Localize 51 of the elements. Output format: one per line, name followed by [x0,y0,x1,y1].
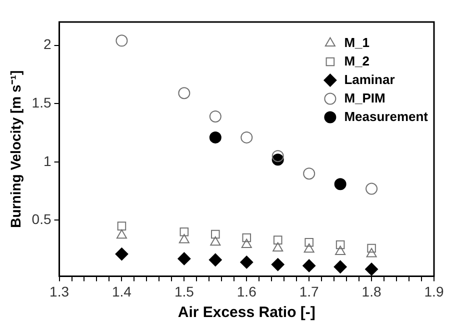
legend-label: Measurement [344,108,429,124]
point [334,260,347,274]
legend-label: M_2 [344,53,370,68]
point [209,110,222,122]
point [272,150,284,162]
y-axis-title: Burning Velocity [m s⁻¹] [7,70,24,228]
point [336,240,345,250]
x-tick-label: 1.8 [362,283,382,300]
point [271,258,284,272]
point [302,259,316,272]
point [366,182,378,195]
point [273,236,282,244]
point [116,34,128,47]
x-axis-title: Air Excess Ratio [-] [178,304,316,322]
point [117,222,126,230]
point [180,228,189,236]
y-tick-label: 2 [43,36,52,52]
point [211,230,220,239]
point [116,229,127,239]
point [241,238,252,248]
point [178,252,191,266]
y-tick-label: 0.5 [32,211,52,228]
y-tick-label: 1.5 [32,94,52,110]
point [210,236,221,246]
legend-label: Laminar [344,72,395,87]
point [303,168,316,180]
point [208,253,222,266]
point [209,131,222,144]
point [304,243,314,253]
point [178,87,190,100]
point [240,256,254,269]
x-tick-label: 1.9 [424,283,444,300]
x-tick-label: 1.7 [299,283,320,300]
point [365,262,378,276]
legend-label: M_PIM [344,90,386,106]
x-tick-label: 1.5 [174,283,194,300]
legend-label: M_1 [344,34,370,50]
x-tick-label: 1.6 [236,283,257,300]
point [366,248,377,258]
point [272,242,284,252]
point [335,246,346,255]
point [178,234,190,244]
y-tick-label: 1 [43,152,52,169]
point [240,131,253,144]
x-tick-label: 1.3 [50,283,70,300]
point [304,238,314,247]
point [367,244,376,253]
point [242,233,252,242]
x-tick-label: 1.4 [112,283,132,300]
point [334,178,346,190]
point [115,248,128,261]
